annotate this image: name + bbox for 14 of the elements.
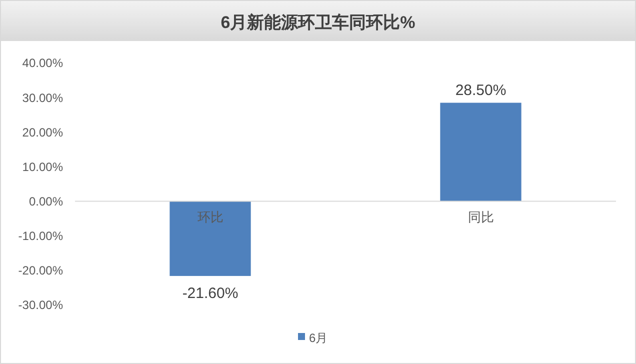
y-tick-label: -30.00%: [18, 298, 64, 312]
chart-title: 6月新能源环卫车同环比%: [220, 13, 416, 32]
x-tick-label: 环比: [197, 209, 224, 224]
y-tick-label: -10.00%: [18, 229, 64, 244]
data-label: 28.50%: [455, 82, 506, 99]
y-tick-label: 10.00%: [22, 160, 64, 174]
y-tick-label: -20.00%: [18, 264, 64, 278]
data-label: -21.60%: [182, 284, 238, 302]
y-tick-label: 30.00%: [22, 90, 64, 105]
legend-label: 6月: [309, 331, 328, 346]
y-tick-label: 40.00%: [22, 56, 64, 70]
y-tick-label: 0.00%: [28, 194, 64, 208]
y-tick-label: 20.00%: [22, 125, 64, 140]
x-tick-label: 同比: [468, 209, 494, 224]
